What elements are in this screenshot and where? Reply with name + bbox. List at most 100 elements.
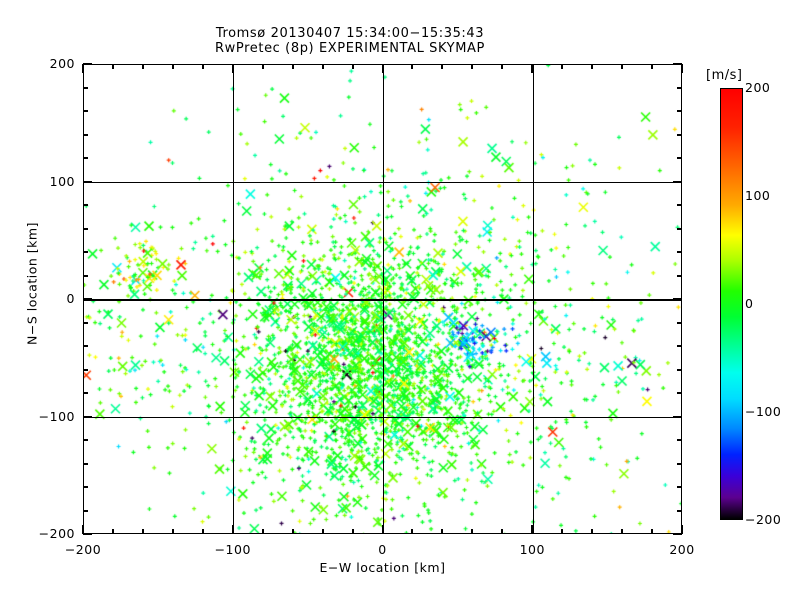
gridline-vertical <box>382 65 385 533</box>
y-minor-tick <box>83 157 88 159</box>
x-tick-label: −200 <box>64 542 102 557</box>
y-minor-tick-right <box>677 134 682 136</box>
y-minor-tick-right <box>677 275 682 277</box>
x-minor-tick-top <box>411 64 413 69</box>
colorbar-tick-label: −200 <box>745 512 782 527</box>
x-tick-label: −100 <box>214 542 251 557</box>
x-minor-tick <box>651 529 653 534</box>
y-minor-tick-right <box>677 463 682 465</box>
y-minor-tick <box>83 510 88 512</box>
x-minor-tick <box>561 529 563 534</box>
colorbar <box>720 88 743 520</box>
y-minor-tick-right <box>677 251 682 253</box>
y-tick-label: 200 <box>49 56 75 71</box>
gridline-horizontal <box>84 181 681 184</box>
x-minor-tick-top <box>322 64 324 69</box>
gridline-horizontal <box>84 416 681 419</box>
x-minor-tick-top <box>471 64 473 69</box>
y-minor-tick-right <box>677 392 682 394</box>
figure-title: Tromsø 20130407 15:34:00−15:35:43 RwPret… <box>0 26 700 56</box>
x-major-tick <box>382 525 384 534</box>
x-minor-tick <box>591 529 593 534</box>
x-major-tick <box>82 525 84 534</box>
colorbar-tick-label: −100 <box>745 404 782 419</box>
y-minor-tick <box>83 322 88 324</box>
x-minor-tick-top <box>561 64 563 69</box>
x-minor-tick-top <box>621 64 623 69</box>
y-minor-tick-right <box>677 439 682 441</box>
x-major-tick-top <box>531 64 533 73</box>
x-minor-tick <box>292 529 294 534</box>
x-minor-tick <box>202 529 204 534</box>
y-tick-label: −100 <box>38 408 75 424</box>
y-major-tick <box>83 63 92 65</box>
y-minor-tick-right <box>677 510 682 512</box>
x-minor-tick <box>112 529 114 534</box>
x-minor-tick <box>142 529 144 534</box>
y-major-tick-right <box>673 63 682 65</box>
x-minor-tick-top <box>112 64 114 69</box>
x-minor-tick-top <box>202 64 204 69</box>
x-minor-tick-top <box>172 64 174 69</box>
y-major-tick <box>83 416 92 418</box>
y-minor-tick-right <box>677 157 682 159</box>
y-major-tick <box>83 181 92 183</box>
title-line-2: RwPretec (8p) EXPERIMENTAL SKYMAP <box>215 41 485 56</box>
y-minor-tick-right <box>677 110 682 112</box>
y-minor-tick <box>83 110 88 112</box>
colorbar-gradient <box>720 88 743 520</box>
y-axis-title: N−S location [km] <box>24 222 40 345</box>
y-tick-label: 0 <box>66 291 75 306</box>
x-minor-tick-top <box>352 64 354 69</box>
x-tick-label: 0 <box>378 542 387 557</box>
y-minor-tick-right <box>677 345 682 347</box>
y-minor-tick <box>83 439 88 441</box>
x-minor-tick-top <box>651 64 653 69</box>
gridline-horizontal <box>84 299 681 301</box>
x-minor-tick <box>471 529 473 534</box>
x-major-tick <box>531 525 533 534</box>
x-major-tick-top <box>82 64 84 73</box>
y-minor-tick <box>83 228 88 230</box>
x-minor-tick <box>411 529 413 534</box>
colorbar-unit-label: [m/s] <box>706 68 743 83</box>
y-minor-tick <box>83 204 88 206</box>
y-minor-tick <box>83 463 88 465</box>
y-minor-tick <box>83 345 88 347</box>
scatter-plot-canvas <box>84 65 681 533</box>
y-minor-tick <box>83 251 88 253</box>
y-minor-tick <box>83 134 88 136</box>
y-major-tick-right <box>673 181 682 183</box>
plot-area <box>83 64 682 534</box>
colorbar-tick-label: 100 <box>745 188 771 203</box>
y-major-tick-right <box>673 416 682 418</box>
x-minor-tick-top <box>441 64 443 69</box>
y-minor-tick-right <box>677 486 682 488</box>
y-tick-label: 100 <box>49 173 75 189</box>
x-minor-tick-top <box>292 64 294 69</box>
x-minor-tick-top <box>142 64 144 69</box>
x-axis-title: E−W location [km] <box>319 560 446 575</box>
x-major-tick-top <box>681 64 683 73</box>
x-minor-tick <box>172 529 174 534</box>
x-minor-tick <box>621 529 623 534</box>
y-minor-tick <box>83 486 88 488</box>
y-minor-tick-right <box>677 322 682 324</box>
x-minor-tick <box>501 529 503 534</box>
x-minor-tick-top <box>262 64 264 69</box>
gridline-vertical <box>532 65 534 533</box>
y-minor-tick-right <box>677 204 682 206</box>
y-major-tick <box>83 298 92 300</box>
y-major-tick-right <box>673 298 682 300</box>
x-major-tick <box>681 525 683 534</box>
x-minor-tick <box>441 529 443 534</box>
x-minor-tick-top <box>591 64 593 69</box>
x-tick-label: 200 <box>669 542 695 557</box>
y-minor-tick <box>83 87 88 89</box>
y-minor-tick <box>83 369 88 371</box>
gridline-vertical <box>233 65 235 533</box>
y-minor-tick-right <box>677 87 682 89</box>
y-minor-tick-right <box>677 369 682 371</box>
x-minor-tick <box>352 529 354 534</box>
